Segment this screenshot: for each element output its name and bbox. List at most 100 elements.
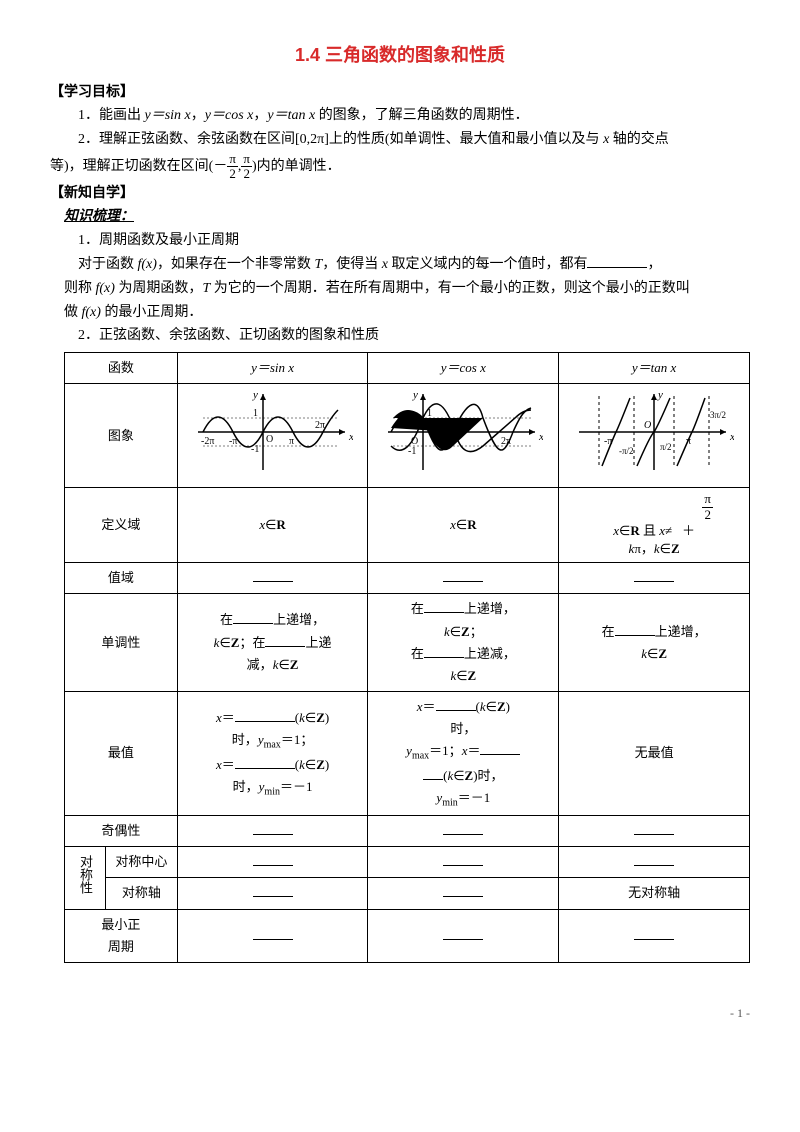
t: ＝－1 — [280, 779, 313, 794]
tan-domain: π2 x∈R 且 x≠ ＋ kπ，k∈Z — [559, 488, 750, 563]
eq: ＝ — [222, 757, 235, 772]
den: 2 — [241, 167, 252, 181]
text: 轴的交点 — [609, 132, 669, 147]
svg-text:y: y — [252, 389, 258, 401]
sin-axis — [177, 878, 368, 909]
blank — [424, 598, 464, 613]
R: R — [467, 517, 476, 532]
fx: f(x) — [96, 281, 115, 296]
section-learning-objectives: 【学习目标】 — [50, 81, 750, 105]
in: ∈ — [456, 668, 467, 683]
row-label-parity: 奇偶性 — [65, 816, 178, 847]
table-row-parity: 奇偶性 — [65, 816, 750, 847]
t: 在 — [220, 612, 233, 627]
th-cos: y＝cos x — [368, 353, 559, 384]
blank — [253, 882, 293, 897]
t: 时， — [450, 721, 476, 736]
svg-text:-π: -π — [604, 436, 612, 447]
page-title: 1.4 三角函数的图象和性质 — [50, 40, 750, 71]
frac-pi-2-neg: π2 — [227, 152, 238, 182]
blank — [443, 820, 483, 835]
blank — [233, 609, 273, 624]
eq: y＝tan x — [267, 108, 315, 123]
table-row-axis: 对称轴 无对称轴 — [65, 878, 750, 909]
eq: ＝ — [222, 710, 235, 725]
ne: ≠ — [665, 523, 672, 538]
blank — [253, 851, 293, 866]
t: ＝1； — [281, 732, 314, 747]
blank — [615, 621, 655, 636]
text: 2．理解正弦函数、余弦函数在区间[0,2π]上的性质(如单调性、最大值和最小值以… — [78, 132, 603, 147]
svg-text:π: π — [686, 436, 691, 447]
num: π — [241, 152, 252, 167]
sin-parity — [177, 816, 368, 847]
row-label-period: 最小正周期 — [65, 909, 178, 962]
graph-sin: x y O 1 -1 -π -2π π 2π — [177, 384, 368, 488]
l1: 最小正 — [101, 917, 140, 932]
point-1-head: 1．周期函数及最小正周期 — [50, 229, 750, 253]
fx: f(x) — [138, 257, 157, 272]
cos-mono: 在上递增， k∈Z； 在上递减， k∈Z — [368, 594, 559, 691]
frac: π2 — [702, 492, 713, 522]
t: 上递减， — [464, 646, 516, 661]
blank — [423, 765, 443, 780]
blank — [235, 707, 295, 722]
t: ，如果存在一个非零常数 — [157, 257, 315, 272]
svg-text:1: 1 — [253, 408, 258, 419]
t: 在 — [411, 646, 424, 661]
t: ；在 — [239, 635, 265, 650]
Z: Z — [316, 710, 325, 725]
sin-domain: x∈R — [177, 488, 368, 563]
t: 取定义域内的每一个值时，都有 — [388, 257, 588, 272]
objective-2-line1: 2．理解正弦函数、余弦函数在区间[0,2π]上的性质(如单调性、最大值和最小值以… — [50, 128, 750, 152]
cos-parity — [368, 816, 559, 847]
min: min — [264, 786, 280, 797]
t: 则称 — [64, 281, 96, 296]
table-row-domain: 定义域 x∈R x∈R π2 x∈R 且 x≠ ＋ kπ，k∈Z — [65, 488, 750, 563]
t: ， — [647, 257, 661, 272]
svg-text:x: x — [729, 431, 734, 443]
row-label-sym: 对称性 — [65, 847, 106, 909]
t: 减， — [247, 657, 273, 672]
frac-pi-2: π2 — [241, 152, 252, 182]
blank — [634, 851, 674, 866]
section-self-study: 【新知自学】 — [50, 182, 750, 206]
cos-period — [368, 909, 559, 962]
in: ∈ — [278, 657, 289, 672]
t: 上递增， — [273, 612, 325, 627]
svg-text:O: O — [266, 434, 273, 445]
t: 为它的一个周期．若在所有周期中，有一个最小的正数，则这个最小的正数叫 — [210, 281, 690, 296]
tan-axis: 无对称轴 — [559, 878, 750, 909]
blank — [235, 754, 295, 769]
svg-text:2π: 2π — [501, 436, 511, 447]
th-function: 函数 — [65, 353, 178, 384]
text: 的图象，了解三角函数的周期性． — [315, 108, 529, 123]
sin-center — [177, 847, 368, 878]
num: π — [227, 152, 238, 167]
point-2-head: 2．正弦函数、余弦函数、正切函数的图象和性质 — [50, 324, 750, 348]
eq: y＝cos x — [205, 108, 254, 123]
point-1-line1: 对于函数 f(x)，如果存在一个非零常数 T，使得当 x 取定义域内的每一个值时… — [50, 253, 750, 277]
subsection-knowledge: 知识梳理： — [64, 205, 750, 229]
row-label-range: 值域 — [65, 563, 178, 594]
text: 1．能画出 — [78, 108, 145, 123]
in: ∈ — [456, 517, 467, 532]
in: ∈ — [305, 710, 316, 725]
blank — [253, 567, 293, 582]
max: max — [412, 751, 429, 762]
text: ， — [191, 108, 205, 123]
t: 对于函数 — [78, 257, 138, 272]
p: ) — [325, 757, 329, 772]
blank — [443, 851, 483, 866]
Z: Z — [658, 646, 667, 661]
tan-mono: 在上递增， k∈Z — [559, 594, 750, 691]
Z: Z — [671, 541, 680, 556]
blank — [253, 820, 293, 835]
in: ∈ — [265, 517, 276, 532]
row-label-graph: 图象 — [65, 384, 178, 488]
t: 上递增， — [655, 624, 707, 639]
trig-properties-table: 函数 y＝sin x y＝cos x y＝tan x 图象 x y O 1 -1… — [64, 352, 750, 963]
svg-text:x: x — [348, 431, 353, 443]
max: max — [264, 740, 281, 751]
in: ∈ — [450, 624, 461, 639]
